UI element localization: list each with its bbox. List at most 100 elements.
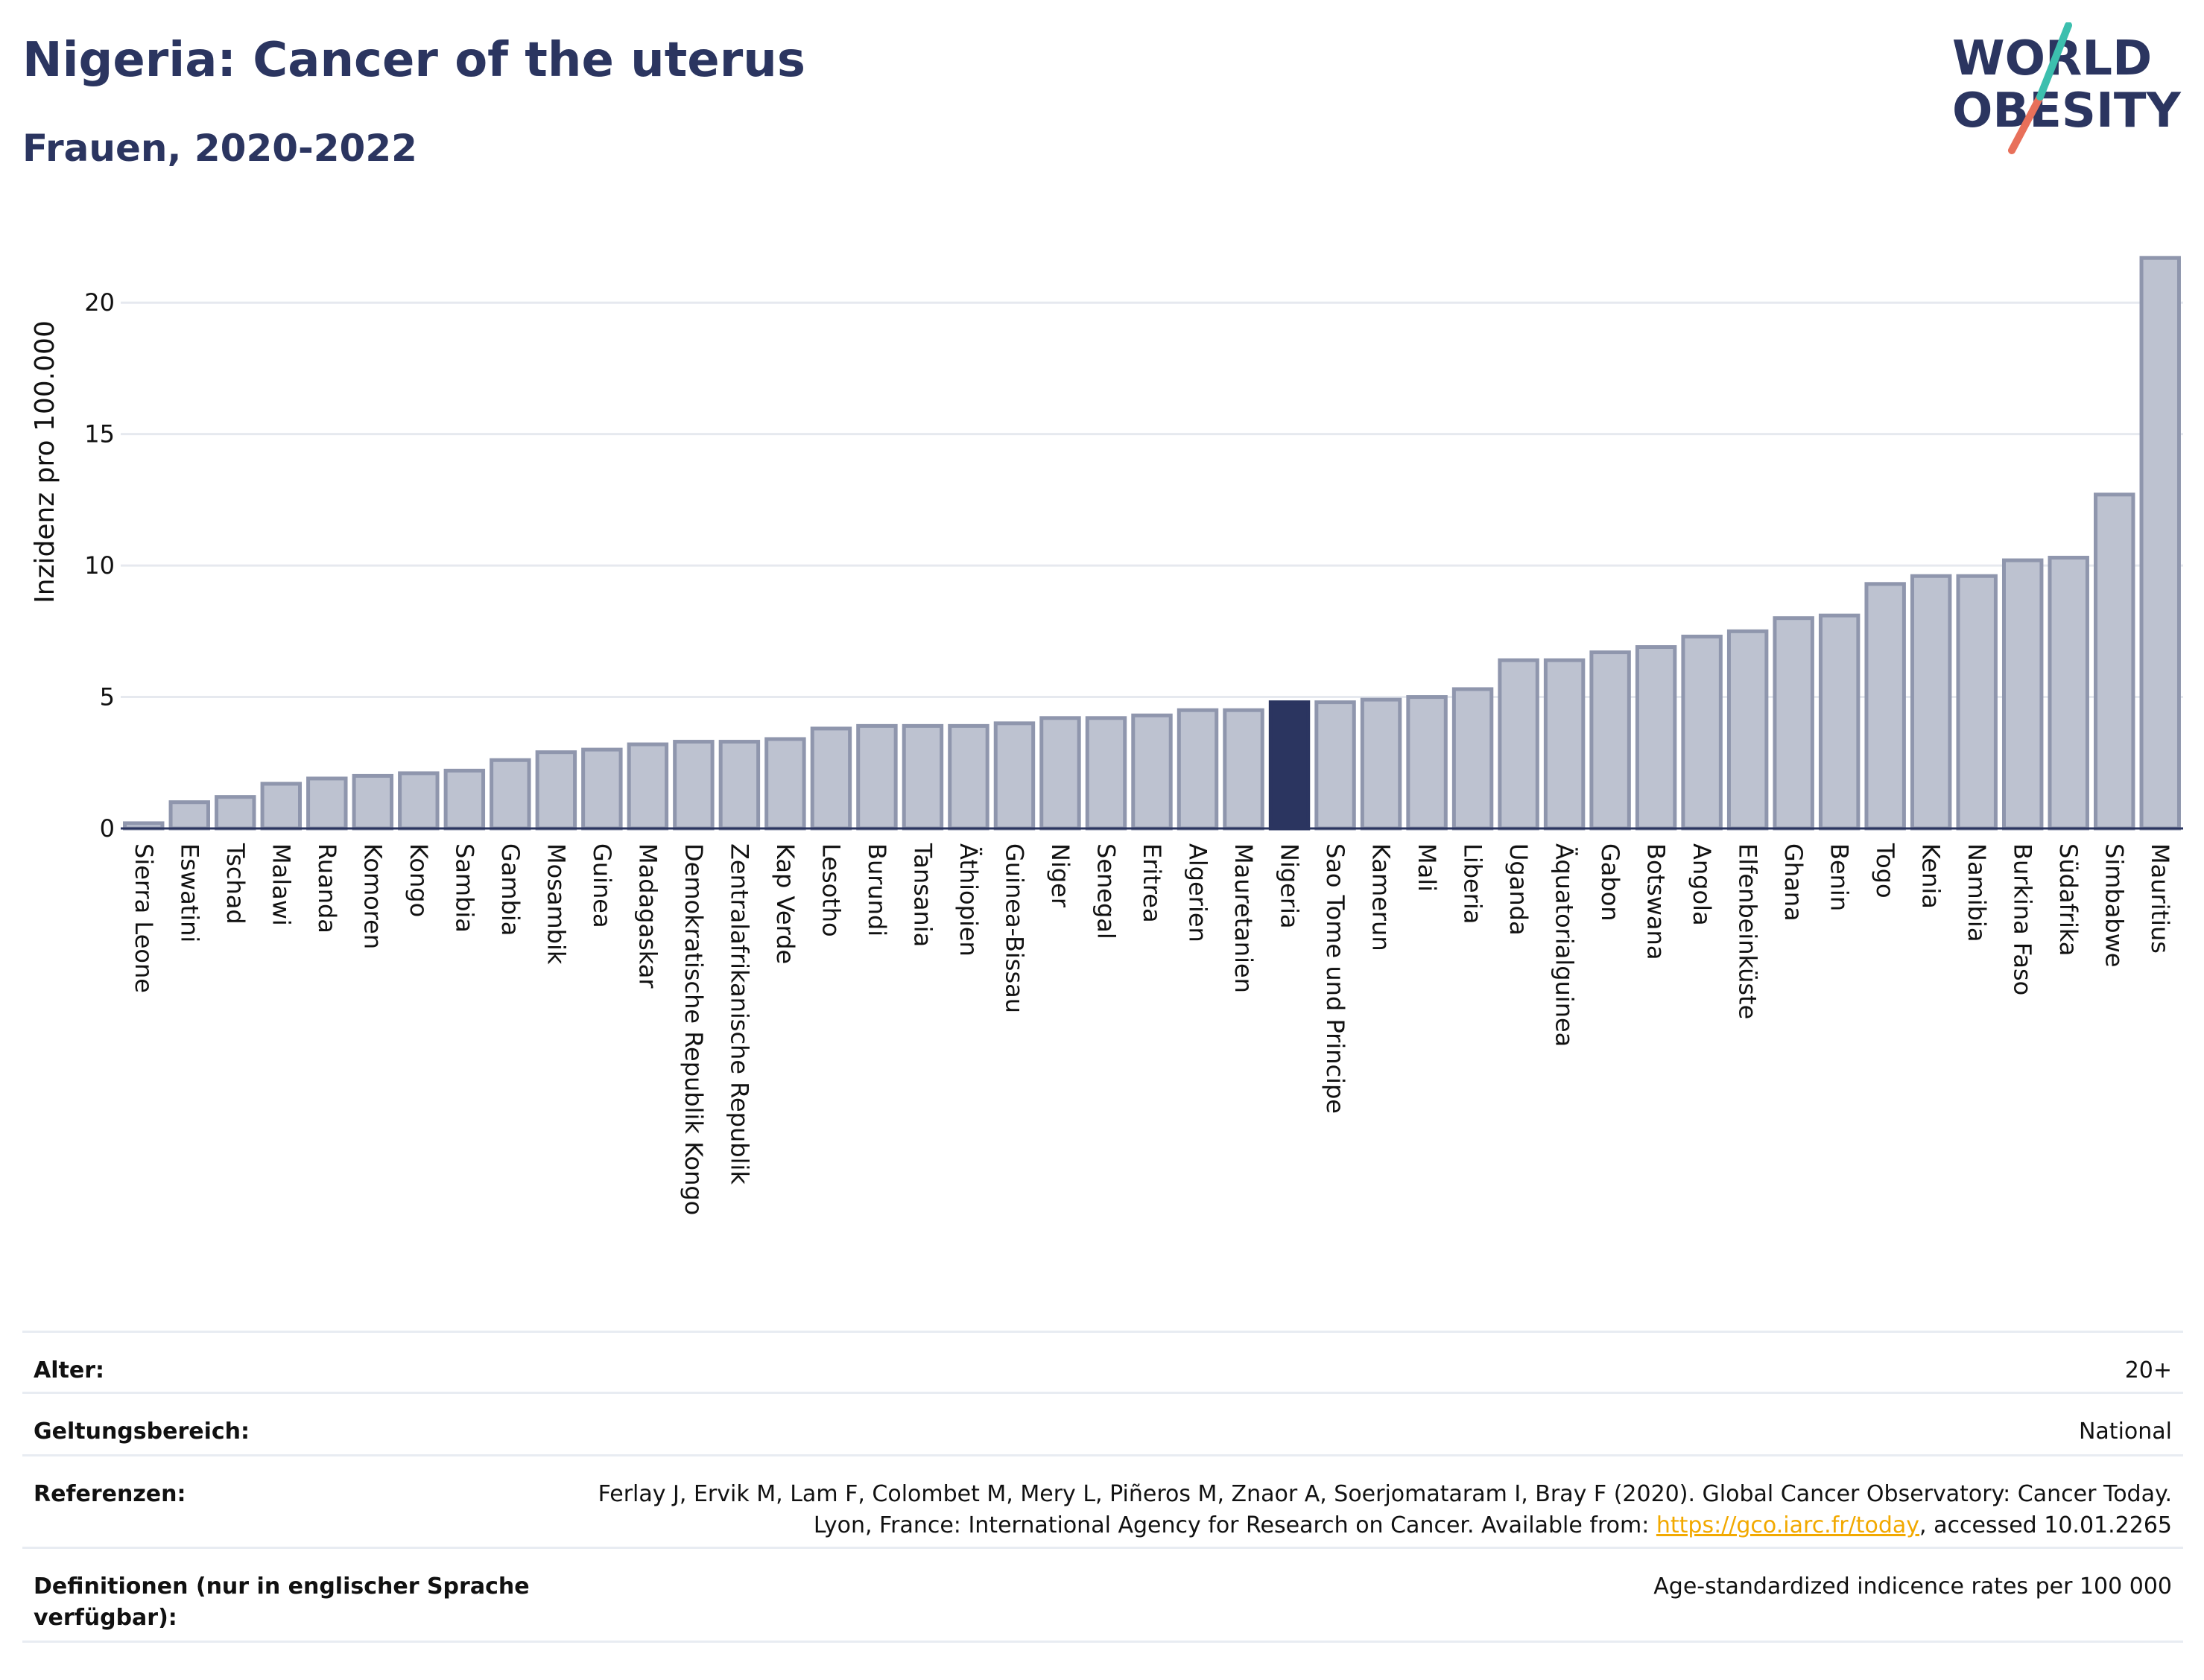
bar <box>1864 582 1906 831</box>
x-tick-label: Simbabwe <box>2100 843 2129 967</box>
meta-key: Referenzen: <box>34 1481 186 1507</box>
x-tick-label: Namibia <box>1963 843 1991 942</box>
bar <box>1818 613 1861 831</box>
x-tick-label: Benin <box>1825 843 1854 911</box>
x-tick-label: Sierra Leone <box>130 843 158 993</box>
meta-key: Alter: <box>34 1357 104 1383</box>
meta-row-age: Alter: 20+ <box>22 1331 2183 1392</box>
reference-suffix: , accessed 10.01.2265 <box>1919 1512 2172 1538</box>
y-tick-label: 0 <box>100 814 115 843</box>
bar <box>535 750 577 831</box>
bar <box>1681 634 1723 831</box>
x-tick-label: Eritrea <box>1138 843 1166 923</box>
bar-highlighted <box>1268 700 1311 831</box>
bar <box>1177 708 1219 831</box>
x-tick-label: Sao Tome und Principe <box>1321 843 1349 1114</box>
x-tick-label: Gambia <box>496 843 525 936</box>
meta-row-scope: Geltungsbereich: National <box>22 1392 2183 1454</box>
x-tick-label: Mauretanien <box>1229 843 1258 993</box>
bar-chart: 0 5 10 15 20 Sierra Leone Eswatini Tschad Malaw… <box>30 256 2183 1215</box>
bar <box>993 721 1036 831</box>
y-tick-label: 15 <box>84 420 115 448</box>
x-tick-label: Äquatorialguinea <box>1551 843 1579 1047</box>
bar <box>1406 695 1448 831</box>
reference-link[interactable]: https://gco.iarc.fr/today <box>1656 1512 1920 1538</box>
meta-value: 20+ <box>2124 1357 2172 1383</box>
x-tick-label: Malawi <box>267 843 295 926</box>
bar <box>764 737 806 831</box>
x-tick-label: Komoren <box>358 843 387 949</box>
bar <box>1039 716 1081 831</box>
meta-row-references: Referenzen: Ferlay J, Ervik M, Lam F, Co… <box>22 1454 2183 1547</box>
x-tick-label: Mali <box>1413 843 1441 892</box>
world-obesity-logo: WORLD OBESITY <box>1952 22 2181 154</box>
table-bottom-divider <box>22 1641 2183 1643</box>
x-tick-label: Burundi <box>863 843 891 936</box>
meta-value-references: Ferlay J, Ervik M, Lam F, Colombet M, Me… <box>570 1479 2172 1547</box>
bar <box>1360 697 1402 831</box>
bar <box>260 782 303 831</box>
bar <box>627 742 669 831</box>
x-tick-label: Botswana <box>1642 843 1671 960</box>
bar <box>1956 574 1998 831</box>
x-tick-label: Angola <box>1688 843 1716 926</box>
bar <box>1910 574 1952 831</box>
bar <box>1498 658 1539 831</box>
bar <box>398 771 440 831</box>
bar <box>2139 256 2181 831</box>
x-tick-label: Algerien <box>1184 843 1212 942</box>
bar <box>168 800 210 831</box>
bar <box>1085 716 1127 831</box>
bar <box>215 795 256 831</box>
bar <box>1451 687 1494 831</box>
x-tick-label: Kap Verde <box>771 843 799 964</box>
bar <box>581 747 623 831</box>
x-axis-ticks: Sierra Leone Eswatini Tschad Malawi Ruanda Ko… <box>130 843 2174 1215</box>
bar <box>1589 650 1631 831</box>
bar <box>490 758 531 831</box>
bar <box>810 726 852 831</box>
meta-value: National <box>2078 1419 2172 1445</box>
meta-row-definitions: Definitionen (nur in englischer Sprache … <box>22 1547 2183 1641</box>
page-subtitle: Frauen, 2020-2022 <box>22 127 417 170</box>
bar <box>1635 645 1677 831</box>
bar <box>1223 708 1264 831</box>
x-tick-label: Mauritius <box>2146 843 2174 954</box>
x-tick-label: Demokratische Republik Kongo <box>680 843 708 1215</box>
bar <box>1131 713 1173 831</box>
reference-text: Ferlay J, Ervik M, Lam F, Colombet M, Me… <box>598 1481 2172 1538</box>
y-tick-label: 5 <box>100 683 115 711</box>
x-tick-label: Kongo <box>405 843 433 917</box>
x-tick-label: Lesotho <box>817 843 845 937</box>
bar <box>1314 700 1356 831</box>
bar <box>1726 629 1769 831</box>
x-tick-label: Kamerun <box>1367 843 1396 951</box>
y-axis-label: Inzidenz pro 100.000 <box>30 320 60 603</box>
logo-slash-red <box>2008 93 2044 154</box>
meta-value: Age-standardized indicence rates per 100… <box>1653 1573 2172 1600</box>
bar <box>306 776 348 831</box>
x-tick-label: Nigeria <box>1276 843 1304 928</box>
x-tick-label: Zentralafrikanische Republik <box>725 843 753 1185</box>
x-tick-label: Südafrika <box>2054 843 2083 956</box>
x-tick-label: Togo <box>1871 843 1899 898</box>
x-tick-label: Burkina Faso <box>2009 843 2037 995</box>
x-tick-label: Ruanda <box>313 843 341 933</box>
x-tick-label: Senegal <box>1092 843 1120 939</box>
x-tick-label: Guinea-Bissau <box>1000 843 1028 1013</box>
x-tick-label: Sambia <box>450 843 478 933</box>
x-tick-label: Gabon <box>1596 843 1624 922</box>
logo-slash-teal <box>2036 22 2072 101</box>
x-tick-label: Äthiopien <box>954 843 983 957</box>
bar <box>856 723 898 831</box>
x-tick-label: Niger <box>1046 843 1074 908</box>
bar <box>443 768 486 831</box>
x-tick-label: Elfenbeinküste <box>1734 843 1762 1019</box>
bar <box>2094 492 2135 831</box>
bar <box>352 773 394 831</box>
x-tick-label: Kenia <box>1917 843 1945 909</box>
bar <box>902 723 944 831</box>
page-title: Nigeria: Cancer of the uterus <box>22 33 805 88</box>
x-tick-label: Madagaskar <box>633 843 662 989</box>
y-tick-label: 10 <box>84 551 115 580</box>
